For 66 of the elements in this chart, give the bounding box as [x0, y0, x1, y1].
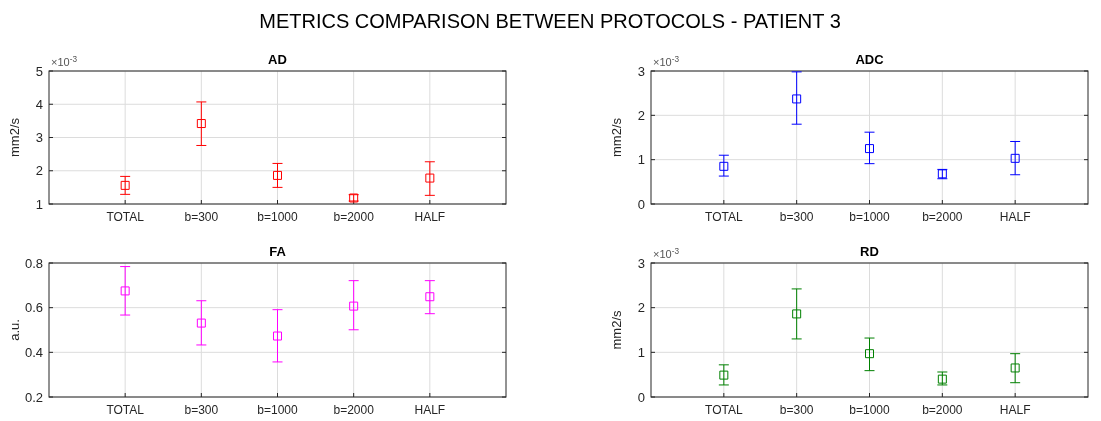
y-tick-label: 3 [637, 255, 645, 271]
y-tick-label: 0.4 [24, 344, 43, 360]
y-tick-label: 1 [637, 152, 645, 168]
point [792, 309, 802, 319]
x-tick-label: b=2000 [333, 403, 375, 417]
point [792, 94, 802, 104]
y-tick-label: 5 [35, 63, 43, 79]
x-tick-label: b=2000 [922, 403, 963, 417]
y-tick-label: 0.2 [24, 389, 43, 405]
text: METRICS COMPARISON BETWEEN PROTOCOLS - PATIENT 3 [259, 10, 841, 32]
point [196, 318, 206, 328]
x-tick-label: b=1000 [849, 403, 891, 417]
point [719, 370, 729, 380]
chart-title: FA [269, 244, 287, 259]
x-tick-label: HALF [414, 403, 446, 417]
x-tick-label: HALF [414, 210, 446, 224]
x-tick-label: b=300 [184, 210, 219, 224]
x-tick-label: b=300 [779, 403, 814, 417]
y-axis-title: mm2/s [609, 117, 624, 157]
x-tick-label: b=2000 [333, 210, 375, 224]
y-tick-label: 1 [35, 196, 43, 212]
y-tick-label: 0.6 [24, 300, 43, 316]
point [120, 286, 130, 296]
y-tick-label: 3 [637, 63, 645, 79]
x-tick-label: b=300 [184, 403, 219, 417]
point [865, 349, 874, 359]
point [1010, 153, 1020, 163]
chart-title: AD [268, 52, 287, 67]
x-tick-label: HALF [999, 403, 1031, 417]
point [273, 170, 282, 180]
point [425, 173, 435, 183]
y-axis-title: mm2/s [7, 117, 22, 157]
x-tick-label: b=300 [779, 210, 814, 224]
y-tick-label: 2 [637, 107, 645, 123]
y-tick-label: 0.8 [24, 255, 43, 271]
x-tick-label: b=1000 [257, 403, 299, 417]
text: ×10$^{-3}$ [653, 54, 680, 68]
point [120, 180, 130, 190]
x-tick-label: b=1000 [257, 210, 299, 224]
point [719, 161, 729, 171]
y-tick-label: 1 [637, 344, 645, 360]
y-tick-label: 0 [637, 196, 645, 212]
point [425, 292, 435, 302]
text: ×10$^{-3}$ [653, 246, 680, 260]
x-tick-label: b=1000 [849, 210, 891, 224]
point [865, 144, 874, 154]
y-axis-title: mm2/s [609, 310, 624, 350]
chart-title: RD [860, 244, 879, 259]
y-tick-label: 0 [637, 389, 645, 405]
x-tick-label: HALF [999, 210, 1031, 224]
y-tick-label: 2 [35, 163, 43, 179]
x-tick-label: b=2000 [922, 210, 963, 224]
x-tick-label: TOTAL [106, 403, 145, 417]
chart-title: ADC [855, 52, 885, 67]
y-tick-label: 4 [35, 96, 43, 112]
x-tick-label: TOTAL [705, 210, 743, 224]
point [196, 119, 206, 129]
y-tick-label: 3 [35, 130, 43, 146]
text: ×10$^{-3}$ [51, 54, 78, 68]
y-axis-title: a.u. [7, 319, 22, 341]
point [1010, 363, 1020, 373]
x-tick-label: TOTAL [705, 403, 743, 417]
point [273, 331, 282, 341]
point [349, 301, 359, 311]
x-tick-label: TOTAL [106, 210, 145, 224]
y-tick-label: 2 [637, 300, 645, 316]
